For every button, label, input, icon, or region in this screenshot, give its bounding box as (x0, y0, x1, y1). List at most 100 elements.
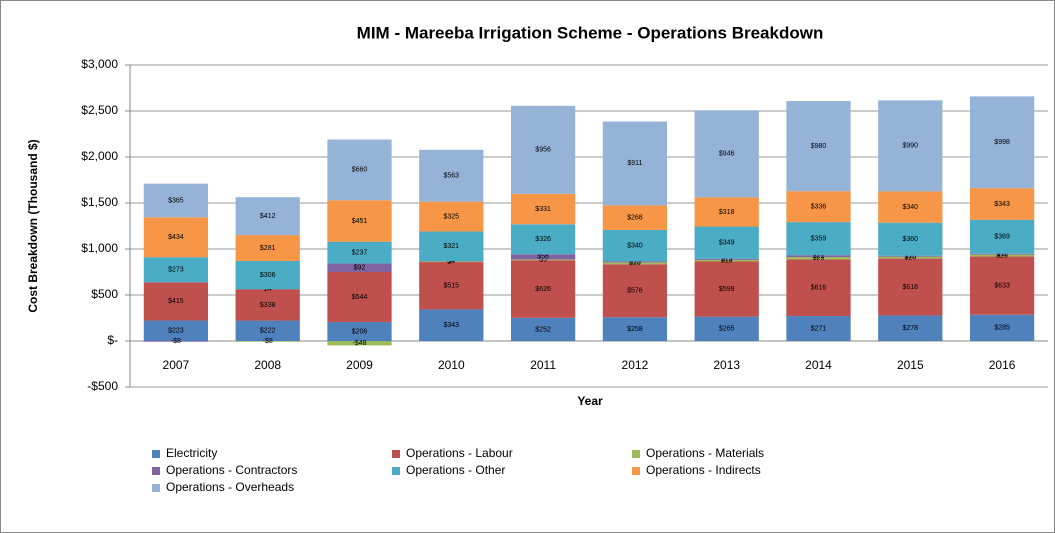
y-tick-label: $- (107, 333, 118, 347)
bar-segment (327, 263, 392, 272)
y-tick-label: $3,000 (81, 57, 118, 71)
data-label: $340 (903, 204, 919, 211)
bar-segment (969, 254, 1035, 257)
y-axis-title: Cost Breakdown (Thousand $) (26, 139, 40, 312)
bar-segment (327, 200, 392, 242)
data-label: $990 (903, 143, 919, 150)
data-label: $281 (260, 245, 276, 252)
data-label: $434 (168, 234, 184, 241)
data-label: $599 (719, 286, 735, 293)
bar-segment (327, 322, 392, 341)
data-label: $13 (721, 256, 733, 263)
data-label: $7 (447, 259, 455, 266)
x-tick-label: 2009 (346, 358, 373, 372)
data-label: $369 (994, 234, 1010, 241)
bar-segment (786, 101, 851, 192)
bar-segment (786, 222, 851, 256)
legend-swatch (152, 467, 160, 475)
bar-segment (969, 96, 1035, 189)
data-label: $360 (903, 236, 919, 243)
bar-segment (786, 257, 851, 260)
x-tick-label: 2012 (622, 358, 649, 372)
data-label: $365 (168, 197, 184, 204)
data-label: $92 (354, 265, 366, 272)
bar-segment (327, 139, 392, 201)
data-label: $415 (168, 298, 184, 305)
bar-segment (419, 262, 484, 310)
bar-segment (969, 256, 1035, 315)
bar-segment (878, 315, 943, 341)
bar-segment (143, 341, 209, 342)
bar-segment (694, 261, 759, 317)
data-label: $980 (811, 143, 827, 150)
data-label: $20 (996, 252, 1008, 259)
bar-segment (419, 309, 484, 341)
data-label: $20 (904, 254, 916, 261)
bar-segment (694, 259, 759, 262)
bar-segment (602, 229, 668, 262)
bar-segment (419, 201, 484, 232)
chart-title: MIM - Mareeba Irrigation Scheme - Operat… (357, 23, 824, 42)
bar-segment (419, 261, 484, 263)
data-label: $331 (535, 206, 551, 213)
bar-segment (143, 282, 209, 321)
legend-swatch (152, 484, 160, 492)
bar-segment (143, 217, 209, 258)
bar-segment (969, 253, 1035, 255)
bar-segment (235, 235, 300, 261)
x-tick-label: 2016 (989, 358, 1016, 372)
bar-segment (143, 320, 209, 341)
data-label: $336 (811, 204, 827, 211)
data-label: $998 (994, 139, 1010, 146)
y-tick-label: -$500 (87, 379, 118, 393)
data-label: $4 (264, 286, 272, 293)
bar-segment (235, 197, 300, 236)
bar-segment (510, 260, 576, 318)
data-label: $563 (444, 173, 460, 180)
bar-segment (786, 259, 851, 317)
legend-label: Operations - Contractors (166, 463, 297, 477)
data-label: -$8 (171, 338, 181, 345)
bar-segment (969, 188, 1035, 220)
bar-segment (510, 259, 576, 261)
bar-segment (878, 222, 943, 256)
bar-segment (235, 341, 300, 342)
data-label: $237 (352, 249, 368, 256)
legend-label: Operations - Materials (646, 446, 764, 460)
bar-segment (143, 183, 209, 218)
data-label: $451 (352, 218, 368, 225)
bar-segment (235, 320, 300, 341)
bar-segment (510, 317, 576, 341)
bar-segment (602, 317, 668, 341)
data-label: $956 (535, 147, 551, 154)
bar-segment (878, 191, 943, 223)
data-label: $326 (535, 236, 551, 243)
bar-segment (143, 257, 209, 283)
bar-segment (694, 316, 759, 341)
bar-segment (694, 197, 759, 227)
data-label: $18 (721, 258, 733, 265)
data-label: $660 (352, 167, 368, 174)
bar-segment (786, 255, 851, 258)
data-label: $412 (260, 213, 276, 220)
bar-segment (235, 289, 300, 321)
legend-label: Operations - Indirects (646, 463, 761, 477)
bar-segment (327, 341, 392, 346)
x-axis-title: Year (577, 394, 603, 408)
bar-segment (327, 272, 392, 323)
bar-segment (786, 316, 851, 341)
bar-segment (327, 241, 392, 264)
legend-label: Operations - Overheads (166, 480, 294, 494)
data-label: $338 (260, 302, 276, 309)
data-label: $343 (994, 201, 1010, 208)
bar-segment (602, 264, 668, 318)
data-label: $946 (719, 151, 735, 158)
bar-segment (786, 191, 851, 223)
bar-segment (878, 255, 943, 257)
bar-segment (510, 193, 576, 225)
data-label: $616 (811, 285, 827, 292)
data-label: $359 (811, 235, 827, 242)
y-tick-label: $500 (91, 287, 118, 301)
data-label: $20 (629, 260, 641, 267)
